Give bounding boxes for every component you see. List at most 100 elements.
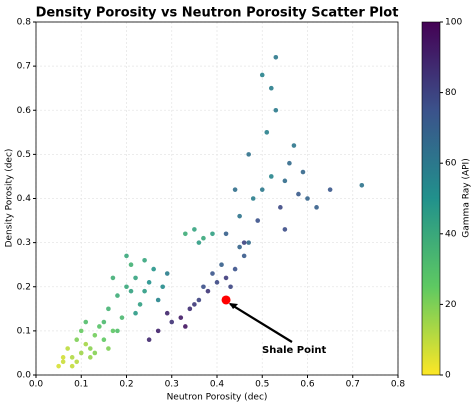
point (291, 143, 297, 148)
point (264, 130, 270, 135)
point (88, 346, 93, 351)
arrow-head (229, 302, 239, 309)
point (69, 363, 75, 369)
point (228, 284, 233, 290)
point (192, 227, 197, 232)
x-tick-label: 0.7 (346, 380, 360, 390)
point (296, 191, 301, 197)
point (201, 235, 206, 241)
point (210, 231, 215, 237)
point (142, 288, 147, 294)
y-tick-label: 0.1 (17, 326, 31, 336)
x-tick-label: 0.6 (300, 380, 315, 390)
point (78, 328, 84, 334)
point (327, 187, 333, 192)
point (196, 297, 202, 303)
chart-title: Density Porosity vs Neutron Porosity Sca… (36, 6, 399, 21)
point (282, 227, 288, 232)
annotation-arrow (229, 303, 293, 343)
point (155, 297, 161, 303)
point (106, 306, 111, 312)
point (192, 302, 197, 307)
point (273, 55, 279, 60)
colorbar-tick-label: 60 (445, 159, 457, 169)
y-tick-label: 0.5 (17, 150, 31, 160)
colorbar-tick-label: 100 (445, 18, 462, 28)
point (255, 218, 261, 223)
x-tick-label: 0.2 (119, 380, 133, 390)
point (115, 328, 120, 334)
x-tick-label: 0.5 (255, 380, 269, 390)
point (169, 319, 175, 325)
plot-frame (35, 21, 399, 376)
point (56, 363, 61, 369)
point (237, 244, 242, 250)
y-tick-label: 0.2 (17, 282, 31, 292)
point (250, 196, 256, 201)
point (205, 288, 211, 294)
x-tick-label: 0.3 (165, 380, 179, 390)
point (259, 72, 265, 78)
colorbar-tick-label: 20 (445, 300, 457, 310)
point (282, 178, 288, 184)
point (241, 240, 247, 245)
x-tick-label: 0.4 (210, 380, 225, 390)
colorbar-tick-label: 0 (445, 371, 451, 381)
point (232, 266, 238, 272)
point (92, 332, 98, 338)
point (110, 328, 116, 334)
colorbar-label: Gamma Ray (API) (462, 158, 472, 237)
point (137, 302, 143, 307)
point (69, 355, 75, 360)
point (178, 315, 184, 320)
point (232, 187, 238, 192)
point (359, 182, 365, 188)
point (83, 319, 89, 325)
point (119, 315, 125, 320)
highlight-point (221, 295, 231, 305)
point (78, 350, 84, 356)
point (146, 337, 152, 343)
point (142, 257, 147, 263)
y-tick-label: 0.6 (17, 106, 32, 116)
y-tick-label: 0.7 (17, 62, 31, 72)
point (151, 266, 156, 272)
point (269, 174, 274, 179)
point (74, 337, 80, 343)
point (106, 346, 111, 351)
y-axis-label: Density Porosity (dec) (5, 149, 15, 248)
annotation: Shale Point (262, 345, 327, 356)
point (164, 271, 170, 276)
point (155, 328, 161, 334)
point (259, 187, 265, 192)
point (60, 359, 66, 365)
point (97, 324, 102, 329)
point (128, 288, 134, 294)
point (273, 107, 279, 113)
point (300, 169, 306, 175)
point (110, 275, 116, 281)
point (187, 306, 193, 312)
x-axis-label: Neutron Porosity (dec) (167, 393, 268, 403)
point (183, 324, 188, 329)
point (210, 271, 215, 276)
point (101, 337, 107, 343)
point (305, 196, 310, 201)
colorbar (421, 21, 441, 376)
x-tick-label: 0.0 (29, 380, 44, 390)
point (101, 319, 107, 325)
point (237, 213, 242, 219)
point (246, 240, 251, 245)
point (124, 253, 129, 259)
point (314, 205, 319, 210)
y-tick-label: 0.3 (17, 238, 31, 248)
point (246, 152, 251, 157)
colorbar-tick-label: 40 (445, 229, 457, 239)
point (164, 310, 170, 316)
colorbar-tick-label: 80 (445, 88, 457, 98)
x-tick-label: 0.1 (74, 380, 88, 390)
point (65, 346, 70, 351)
point (241, 253, 247, 259)
point (219, 262, 224, 267)
